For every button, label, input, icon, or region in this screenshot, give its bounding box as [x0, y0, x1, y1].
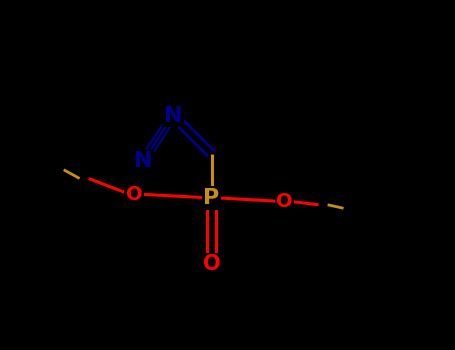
Text: N: N [164, 105, 182, 126]
Text: O: O [203, 254, 220, 274]
Text: O: O [126, 185, 142, 204]
Text: P: P [203, 188, 220, 208]
Text: O: O [276, 192, 293, 211]
Text: N: N [134, 151, 152, 171]
